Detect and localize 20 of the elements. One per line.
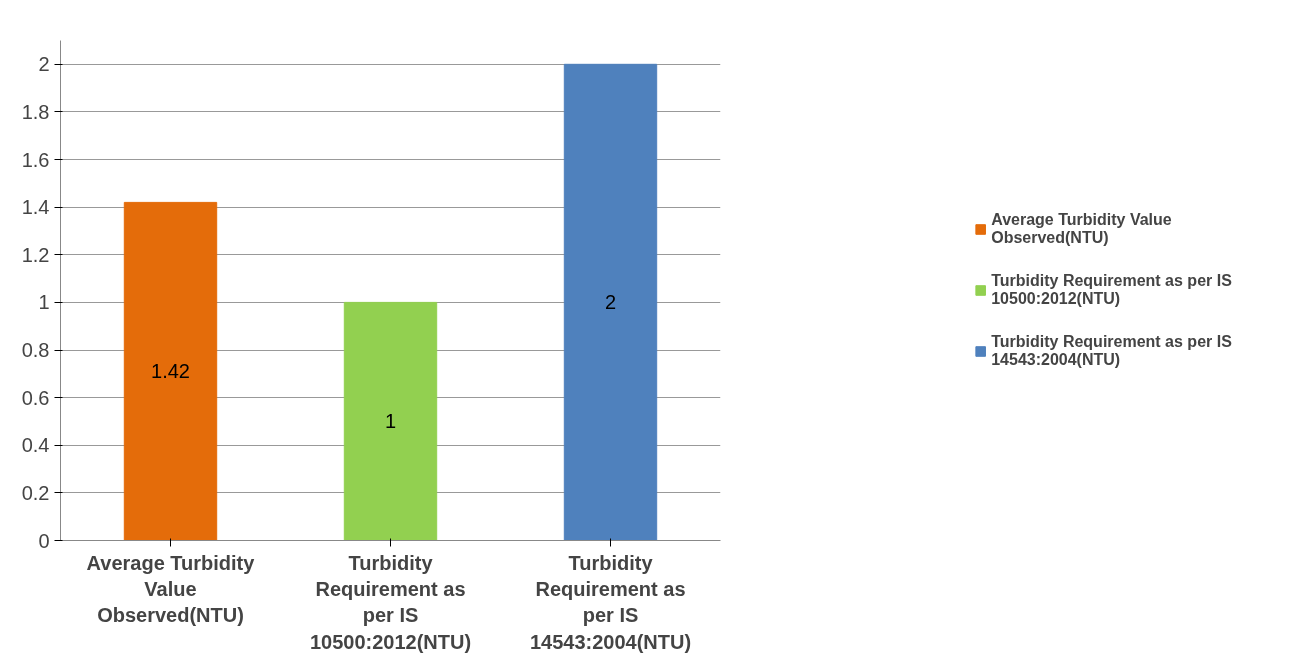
data-label: 1.42 xyxy=(151,360,190,383)
y-tick-label: 0.4 xyxy=(21,434,50,457)
x-tick-label: Turbidity Requirement as per IS 14543:2004(NTU) xyxy=(529,551,692,653)
y-tick-label: 0.8 xyxy=(21,339,50,362)
y-tick-label: 0.2 xyxy=(21,481,50,504)
y-tick-label: 1.2 xyxy=(21,243,50,266)
y-tick-label: 1.4 xyxy=(21,196,50,219)
data-label: 1 xyxy=(384,410,397,433)
legend-label: Turbidity Requirement as per IS 14543:2004(NTU) xyxy=(991,333,1232,369)
y-tick-label: 1.6 xyxy=(21,148,50,171)
legend-label: Turbidity Requirement as per IS 10500:2012(NTU) xyxy=(991,272,1232,308)
x-tick-label: Turbidity Requirement as per IS 10500:2012(NTU) xyxy=(309,551,472,653)
legend-label: Average Turbidity Value Observed(NTU) xyxy=(991,211,1172,247)
y-tick-label: 1.8 xyxy=(21,100,50,123)
x-tick-label: Average Turbidity Value Observed(NTU) xyxy=(86,551,256,627)
y-tick-label: 1 xyxy=(38,291,50,314)
y-tick-label: 0.6 xyxy=(21,386,50,409)
y-tick-label: 0 xyxy=(38,529,50,552)
data-label: 2 xyxy=(604,291,617,314)
y-tick-label: 2 xyxy=(38,53,50,76)
